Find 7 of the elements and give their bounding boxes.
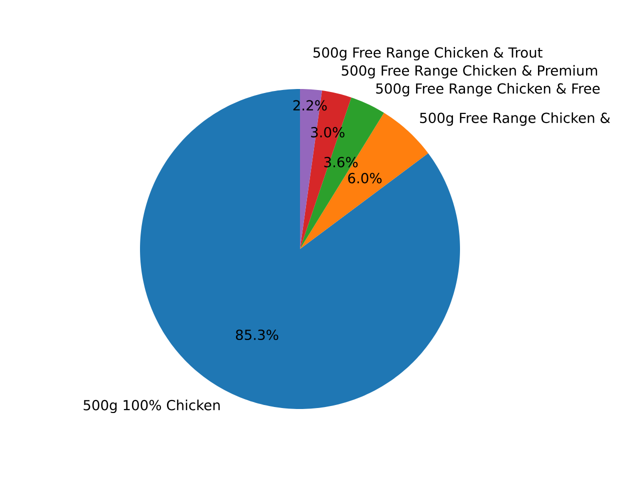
data-label: 85.3% xyxy=(236,330,278,340)
data-label: 6.0% xyxy=(348,172,382,184)
slice-label: 500g Free Range Chicken & Free xyxy=(376,83,600,96)
slice-label: 500g Free Range Chicken & xyxy=(420,112,610,126)
slice-label: 500g Free Range Chicken & Trout xyxy=(313,47,542,60)
slice-label: 500g 100% Chicken xyxy=(84,400,220,414)
slice-label: 500g Free Range Chicken & Premium xyxy=(342,65,598,78)
